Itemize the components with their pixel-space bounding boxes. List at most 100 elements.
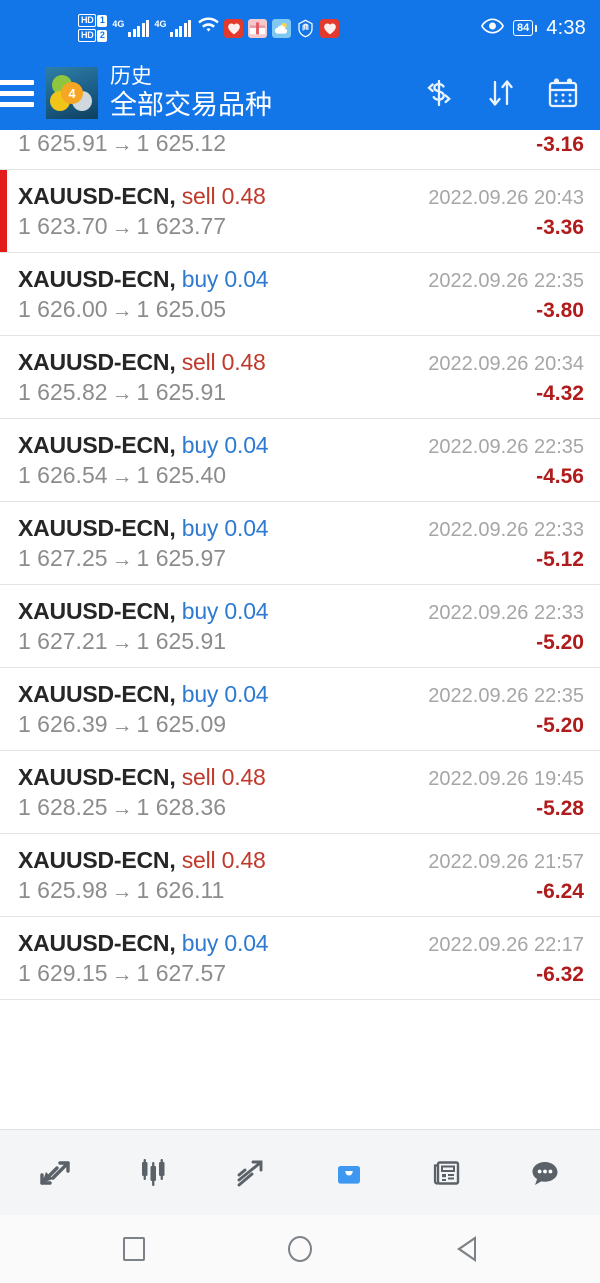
- deal-row[interactable]: XAUUSD-ECN, buy 0.04 2022.09.26 22:35 1 62…: [0, 253, 600, 336]
- news-icon[interactable]: [405, 1142, 489, 1204]
- recents-button[interactable]: [107, 1222, 161, 1276]
- deal-profit: -3.80: [536, 299, 584, 322]
- deal-direction: buy: [181, 432, 219, 458]
- deal-direction: sell: [181, 764, 216, 790]
- deal-volume: 0.48: [221, 764, 266, 790]
- deal-symbol-text: XAUUSD-ECN,: [18, 183, 176, 209]
- deal-symbol: XAUUSD-ECN, sell 0.48: [18, 183, 266, 210]
- deal-volume: 0.48: [221, 183, 266, 209]
- deal-open-price: 1 625.82: [18, 379, 108, 405]
- deal-row-top-line: XAUUSD-ECN, buy 0.04 2022.09.26 22:33: [18, 598, 584, 625]
- sort-icon[interactable]: [484, 74, 518, 112]
- recents-square-icon: [123, 1237, 145, 1261]
- deal-row-top-line: XAUUSD-ECN, sell 0.48 2022.09.26 21:57: [18, 847, 584, 874]
- header-actions: [420, 74, 588, 112]
- deal-time: 2022.09.26 21:57: [428, 851, 584, 873]
- deal-symbol: XAUUSD-ECN, buy 0.04: [18, 598, 269, 625]
- deal-row-bottom-line: 1 627.21 → 1 625.91 -5.20: [18, 628, 584, 655]
- deal-symbol: XAUUSD-ECN, sell 0.48: [18, 764, 266, 791]
- deal-volume: 0.04: [224, 598, 269, 624]
- page-title: 全部交易品种: [110, 89, 272, 120]
- deal-close-price: 1 626.11: [136, 877, 225, 903]
- deal-row-bottom-line: 1 626.39 → 1 625.09 -5.20: [18, 711, 584, 738]
- history-deal-list[interactable]: 1 625.91 → 1 625.12 -3.16 XAUUSD-ECN, sell 0…: [0, 130, 600, 1129]
- deal-close-price: 1 625.97: [136, 545, 227, 571]
- trade-icon[interactable]: [209, 1142, 293, 1204]
- deal-time: 2022.09.26 22:33: [428, 602, 584, 624]
- deal-row-top-line: XAUUSD-ECN, buy 0.04 2022.09.26 22:17: [18, 930, 584, 957]
- deal-symbol-text: XAUUSD-ECN,: [18, 930, 176, 956]
- deal-volume: 0.04: [224, 432, 269, 458]
- app-logo: 4: [46, 67, 98, 119]
- deal-direction: buy: [181, 266, 219, 292]
- deal-row[interactable]: XAUUSD-ECN, buy 0.04 2022.09.26 22:17 1 62…: [0, 917, 600, 1000]
- signal-bars-1: [128, 20, 150, 37]
- deal-symbol-text: XAUUSD-ECN,: [18, 598, 176, 624]
- charts-icon[interactable]: [111, 1142, 195, 1204]
- chat-icon[interactable]: [503, 1142, 587, 1204]
- currency-filter-icon[interactable]: [420, 74, 458, 112]
- volte-hd1-icon: HD 1: [78, 14, 108, 27]
- back-button[interactable]: [439, 1222, 493, 1276]
- deal-profit: -6.32: [536, 963, 584, 986]
- wifi-icon: [198, 17, 220, 39]
- deal-row-bottom-line: 1 628.25 → 1 628.36 -5.28: [18, 794, 584, 821]
- deal-symbol: XAUUSD-ECN, sell 0.48: [18, 349, 266, 376]
- deal-arrow-icon: →: [111, 465, 133, 488]
- deal-prices: 1 625.98 → 1 626.11: [18, 877, 224, 904]
- deal-row[interactable]: XAUUSD-ECN, buy 0.04 2022.09.26 22:35 1 62…: [0, 419, 600, 502]
- deal-arrow-icon: →: [111, 963, 133, 986]
- deal-row[interactable]: XAUUSD-ECN, buy 0.04 2022.09.26 22:35 1 62…: [0, 668, 600, 751]
- deal-row-bottom-line: 1 629.15 → 1 627.57 -6.32: [18, 960, 584, 987]
- status-bar: HD 1 HD 2 4G 4G: [0, 0, 600, 56]
- deal-open-price: 1 625.91: [18, 130, 108, 156]
- deal-close-price: 1 623.77: [136, 213, 227, 239]
- deal-direction: buy: [181, 598, 219, 624]
- deal-arrow-icon: →: [111, 216, 133, 239]
- deal-time: 2022.09.26 19:45: [428, 768, 584, 790]
- deal-row-top-line: XAUUSD-ECN, sell 0.48 2022.09.26 20:43: [18, 183, 584, 210]
- deal-prices: 1 626.54 → 1 625.40: [18, 462, 226, 489]
- deal-time: 2022.09.26 22:17: [428, 934, 584, 956]
- volte-sim-number-1: 1: [97, 14, 108, 27]
- deal-symbol-text: XAUUSD-ECN,: [18, 349, 176, 375]
- deal-prices: 1 626.00 → 1 625.05: [18, 296, 226, 323]
- deal-row-bottom-line: 1 627.25 → 1 625.97 -5.12: [18, 545, 584, 572]
- deal-close-price: 1 625.40: [136, 462, 227, 488]
- deal-close-price: 1 625.09: [136, 711, 227, 737]
- deal-row-top-line: XAUUSD-ECN, buy 0.04 2022.09.26 22:35: [18, 266, 584, 293]
- deal-arrow-icon: →: [111, 382, 133, 405]
- deal-row[interactable]: XAUUSD-ECN, sell 0.48 2022.09.26 20:34 1 6…: [0, 336, 600, 419]
- history-inbox-icon[interactable]: [307, 1142, 391, 1204]
- network-type-label-1: 4G: [112, 19, 125, 29]
- deal-symbol: XAUUSD-ECN, buy 0.04: [18, 266, 269, 293]
- app-notify-red2-icon: [320, 18, 340, 38]
- deal-row[interactable]: XAUUSD-ECN, sell 0.48 2022.09.26 20:43 1 6…: [0, 170, 600, 253]
- deal-time: 2022.09.26 22:33: [428, 519, 584, 541]
- deal-row[interactable]: XAUUSD-ECN, sell 0.48 2022.09.26 21:57 1 6…: [0, 834, 600, 917]
- deal-profit: -6.24: [536, 880, 584, 903]
- deal-open-price: 1 626.39: [18, 711, 108, 737]
- battery-nub: [534, 24, 538, 32]
- calendar-icon[interactable]: [544, 74, 582, 112]
- deal-row-accent-bar: [0, 170, 7, 252]
- deal-prices: 1 628.25 → 1 628.36: [18, 794, 226, 821]
- deal-row[interactable]: XAUUSD-ECN, buy 0.04 2022.09.26 22:33 1 62…: [0, 585, 600, 668]
- app-notify-red-icon: [224, 18, 244, 38]
- home-button[interactable]: [273, 1222, 327, 1276]
- deal-symbol: XAUUSD-ECN, buy 0.04: [18, 930, 269, 957]
- deal-arrow-icon: →: [111, 133, 133, 156]
- deal-arrow-icon: →: [111, 631, 133, 654]
- quotes-icon[interactable]: [13, 1142, 97, 1204]
- deal-row[interactable]: XAUUSD-ECN, sell 0.48 2022.09.26 19:45 1 6…: [0, 751, 600, 834]
- deal-row[interactable]: 1 625.91 → 1 625.12 -3.16: [0, 130, 600, 170]
- deal-profit: -3.36: [536, 216, 584, 239]
- deal-close-price: 1 628.36: [136, 794, 227, 820]
- deal-direction: buy: [181, 681, 219, 707]
- deal-row[interactable]: XAUUSD-ECN, buy 0.04 2022.09.26 22:33 1 62…: [0, 502, 600, 585]
- deal-time: 2022.09.26 22:35: [428, 270, 584, 292]
- hamburger-menu-icon[interactable]: [0, 79, 46, 107]
- deal-profit: -5.12: [536, 548, 584, 571]
- deal-symbol-text: XAUUSD-ECN,: [18, 266, 176, 292]
- deal-prices: 1 623.70 → 1 623.77: [18, 213, 226, 240]
